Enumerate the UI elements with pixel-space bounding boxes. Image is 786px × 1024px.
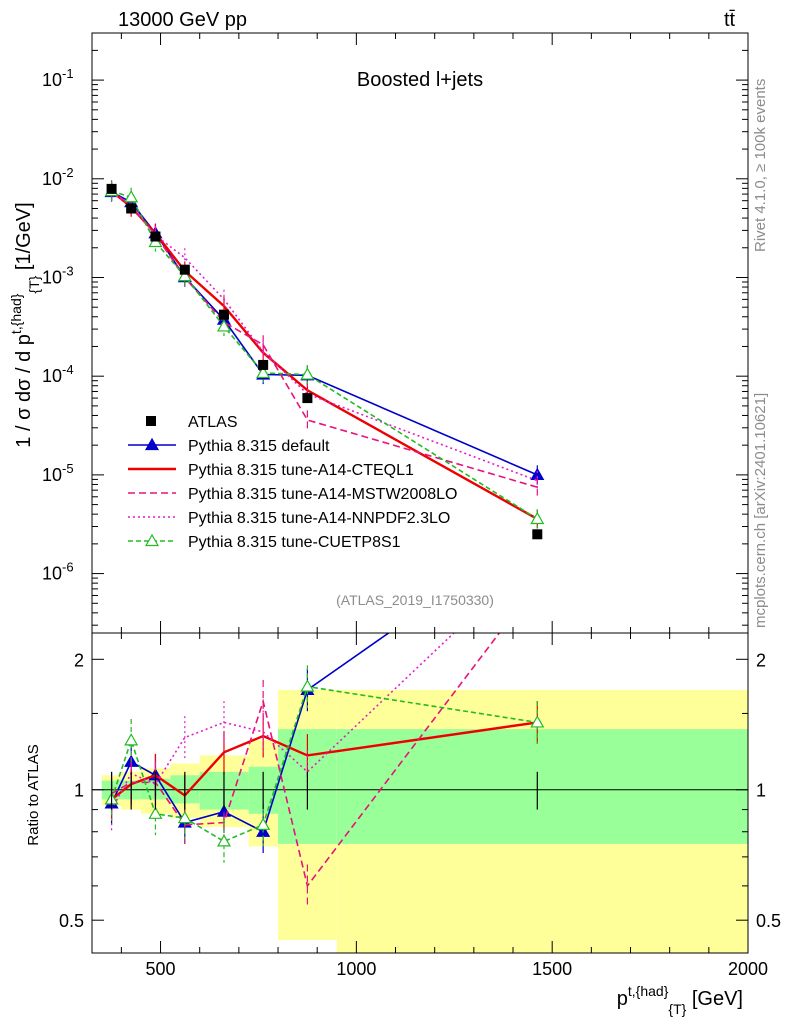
ratio-panel: 500 1000 1500 2000 0.5 0.5 1 1 2 2 bbox=[59, 632, 781, 979]
energy-label: 13000 GeV pp bbox=[118, 9, 247, 31]
ratio-tick-label: 0.5 bbox=[59, 911, 84, 931]
ratio-tick-label-right: 1 bbox=[756, 781, 766, 801]
ratio-series-marker bbox=[256, 817, 271, 830]
data-point bbox=[532, 529, 543, 540]
svg-text:pt,{had}{T} [GeV]: pt,{had}{T} [GeV] bbox=[617, 983, 743, 1017]
rivet-label: Rivet 4.1.0, ≥ 100k events bbox=[752, 79, 769, 252]
y-tick-label: 10-1 bbox=[42, 66, 74, 90]
x-tick-label: 500 bbox=[146, 959, 176, 979]
x-axis-label: pt,{had}{T} [GeV] bbox=[617, 983, 743, 1017]
y-tick-label: 10-4 bbox=[42, 362, 74, 386]
data-point bbox=[218, 309, 229, 320]
legend-label: Pythia 8.315 default bbox=[188, 438, 330, 455]
main-series-marker bbox=[216, 319, 232, 332]
legend-label: Pythia 8.315 tune-CUETP8S1 bbox=[188, 534, 401, 551]
y-tick-label: 10-2 bbox=[42, 165, 74, 189]
ratio-series-marker bbox=[177, 810, 192, 824]
main-series-line bbox=[111, 189, 538, 488]
ratio-series-marker bbox=[300, 679, 315, 692]
y-tick-label: 10-5 bbox=[42, 461, 74, 485]
ratio-series-marker bbox=[148, 806, 163, 819]
ratio-series-line bbox=[111, 633, 501, 888]
main-series-marker bbox=[300, 367, 315, 380]
ratio-tick-label-right: 2 bbox=[756, 650, 766, 670]
y-tick-label: 10-3 bbox=[42, 263, 74, 287]
main-series-marker bbox=[530, 511, 545, 525]
x-tick-label: 1500 bbox=[532, 959, 572, 979]
main-series-marker bbox=[256, 365, 271, 379]
ratio-series-line bbox=[110, 685, 538, 843]
ratio-series-marker bbox=[124, 733, 139, 746]
x-tick-label: 2000 bbox=[728, 959, 768, 979]
data-point bbox=[302, 393, 313, 404]
ratio-tick-label: 2 bbox=[74, 650, 84, 670]
analysis-id: (ATLAS_2019_I1750330) bbox=[336, 592, 494, 608]
process-label: tt̄ bbox=[724, 9, 736, 31]
legend-marker bbox=[144, 533, 160, 547]
ratio-tick-label-right: 0.5 bbox=[756, 911, 781, 931]
main-series-marker bbox=[124, 190, 139, 203]
svg-text:1 / σ dσ / d pt,{had}{T} [1/Ge: 1 / σ dσ / d pt,{had}{T} [1/GeV] bbox=[8, 202, 42, 447]
ratio-series bbox=[104, 633, 545, 908]
data-point bbox=[258, 359, 269, 370]
ratio-frame bbox=[91, 632, 749, 954]
mcplots-label: mcplots.cern.ch [arXiv:2401.10621] bbox=[752, 393, 769, 628]
ratio-series-marker bbox=[216, 834, 232, 847]
data-point bbox=[106, 183, 117, 194]
plot-subtitle: Boosted l+jets bbox=[357, 69, 483, 91]
data-point bbox=[126, 203, 137, 214]
legend-label: Pythia 8.315 tune-A14-CTEQL1 bbox=[188, 462, 414, 479]
main-series-line bbox=[111, 190, 538, 520]
data-point bbox=[179, 264, 190, 275]
data-points bbox=[106, 183, 543, 540]
data-point bbox=[150, 231, 161, 242]
x-tick-label: 1000 bbox=[336, 959, 376, 979]
ratio-series-marker bbox=[530, 715, 545, 728]
legend-marker bbox=[144, 437, 160, 451]
ratio-series-line bbox=[110, 633, 456, 810]
legend-marker-data bbox=[146, 416, 156, 426]
ratio-y-axis-label: Ratio to ATLAS bbox=[25, 744, 42, 845]
legend: ATLAS Pythia 8.315 default Pythia 8.315 tu… bbox=[128, 414, 457, 551]
main-series-marker bbox=[177, 268, 192, 282]
legend-label: Pythia 8.315 tune-A14-MSTW2008LO bbox=[188, 486, 457, 503]
y-tick-label: 10-6 bbox=[42, 560, 74, 584]
legend-label: Pythia 8.315 tune-A14-NNPDF2.3LO bbox=[188, 510, 450, 527]
legend-label: ATLAS bbox=[188, 414, 238, 431]
main-y-axis-label: 1 / σ dσ / d pt,{had}{T} [1/GeV] bbox=[8, 202, 42, 447]
ratio-tick-label: 1 bbox=[74, 781, 84, 801]
ratio-band-inner bbox=[336, 729, 748, 844]
